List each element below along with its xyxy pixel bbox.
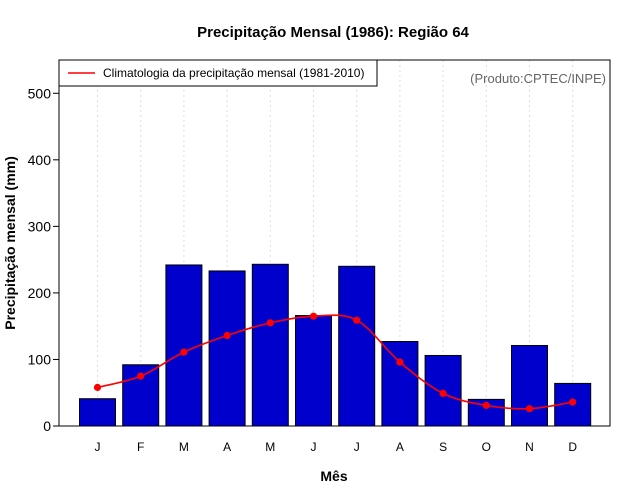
legend-box [58,59,378,87]
climatology-point-12 [569,398,577,406]
x-tick-label: A [223,440,231,454]
y-tick-label: 0 [43,418,51,434]
climatology-point-4 [223,331,231,340]
climatology-point-8 [396,358,404,366]
bar-5 [251,263,289,427]
x-tick-label: M [179,440,189,454]
climatology-point-5 [266,319,274,327]
x-tick-label: M [265,440,275,454]
x-tick-label: J [95,440,101,454]
y-tick-label: 200 [28,285,52,301]
y-tick-label: 400 [28,152,52,168]
legend-entry-climatology: Climatologia da precipitação mensal (198… [103,66,364,80]
bar-6 [295,315,332,427]
legend: Climatologia da precipitação mensal (198… [58,59,378,87]
x-tick-label: A [396,440,404,454]
x-tick-label: D [568,440,577,454]
source-annotation: (Produto:CPTEC/INPE) [470,71,606,86]
y-tick-label: 100 [28,351,52,367]
climatology-point-6 [309,312,318,320]
y-tick-label: 300 [28,218,52,234]
bar-7 [338,265,376,427]
bar-3 [165,264,203,427]
x-tick-label: F [137,440,144,454]
climatology-point-11 [525,405,534,413]
bar-4 [208,270,246,427]
climatology-point-9 [439,389,447,397]
climatology-point-2 [137,372,145,380]
x-tick-label: N [525,440,534,454]
climatology-point-10 [482,401,490,409]
chart-title: Precipitação Mensal (1986): Região 64 [197,24,469,41]
x-tick-label: J [354,440,360,454]
climatology-point-3 [180,348,188,356]
x-tick-label: S [439,440,447,454]
x-axis-label: Mês [320,468,347,484]
y-tick-label: 500 [28,85,52,101]
climatology-point-1 [93,383,102,392]
bar-11 [511,344,548,427]
x-tick-label: O [482,440,491,454]
climatology-line-series [93,312,577,413]
climatology-point-7 [353,316,361,324]
y-axis-label: Precipitação mensal (mm) [2,156,18,330]
bar-1 [79,398,116,427]
bar-8 [381,340,419,427]
x-tick-label: J [311,440,317,454]
climatology-line [97,314,573,410]
